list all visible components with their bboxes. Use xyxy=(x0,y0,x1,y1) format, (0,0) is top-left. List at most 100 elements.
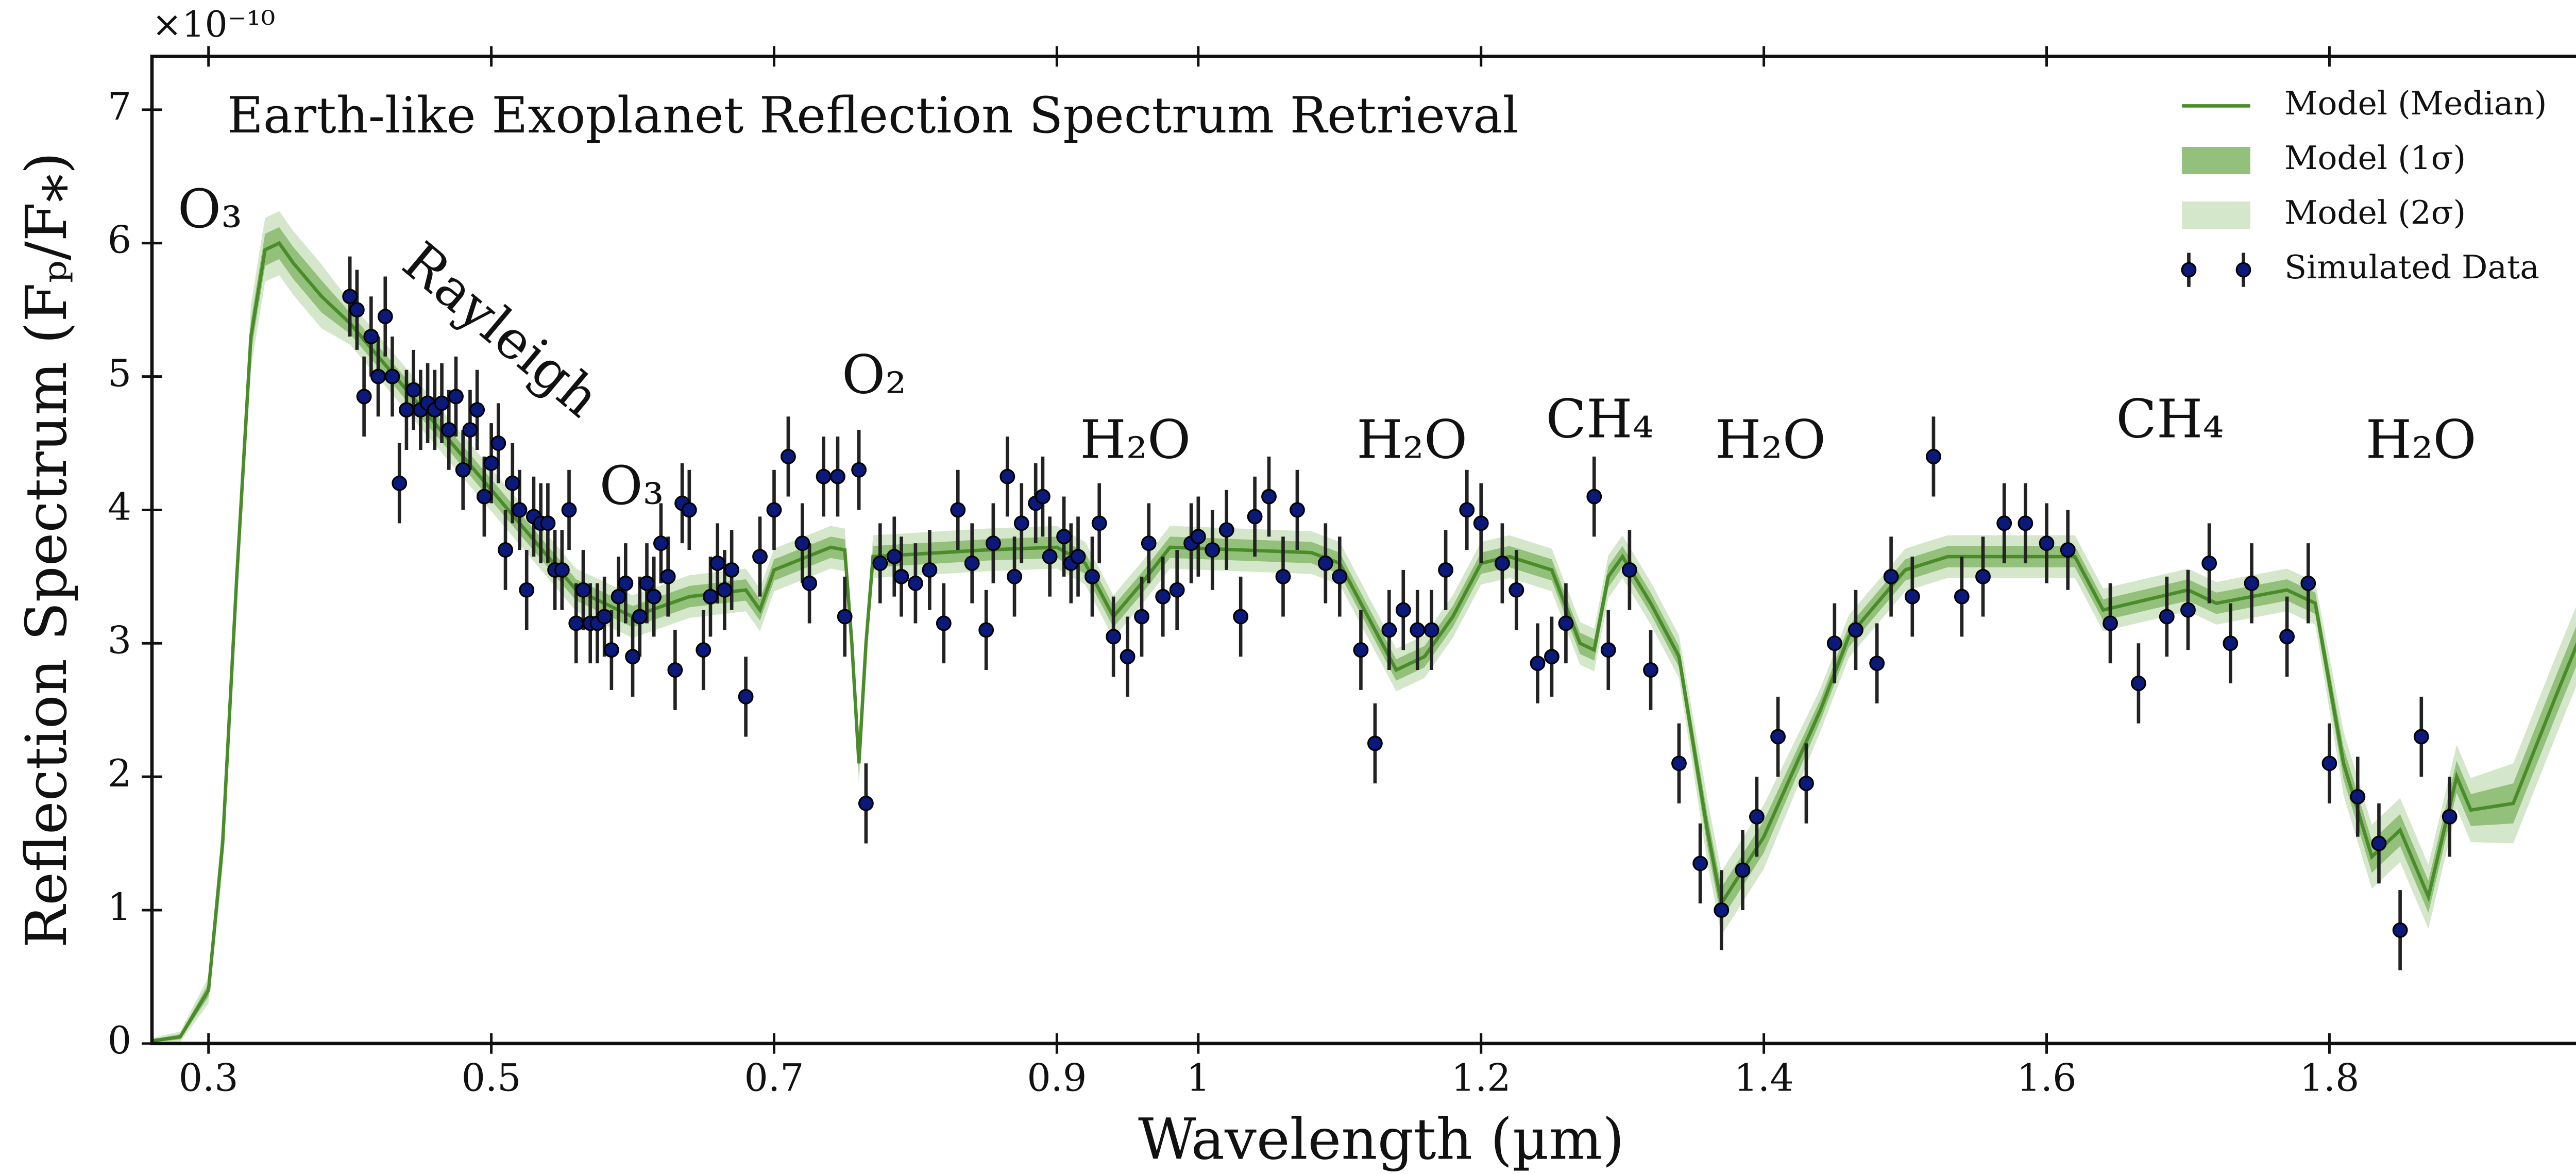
data-point xyxy=(703,589,718,605)
data-point xyxy=(1056,529,1072,545)
data-point xyxy=(2392,922,2408,938)
data-point xyxy=(858,795,874,811)
data-point xyxy=(781,448,796,464)
data-point xyxy=(1381,622,1397,638)
data-point xyxy=(434,395,450,411)
x-tick-label: 1.2 xyxy=(1451,1056,1511,1100)
data-point xyxy=(476,489,492,505)
data-point xyxy=(469,402,485,418)
data-point xyxy=(1290,502,1305,518)
data-point xyxy=(1558,615,1574,631)
data-point xyxy=(462,422,478,438)
data-point xyxy=(618,575,634,591)
data-point xyxy=(2130,676,2146,691)
data-point xyxy=(1996,515,2012,531)
data-point xyxy=(1134,609,1149,625)
data-point xyxy=(441,422,457,438)
annotation: CH₄ xyxy=(1546,389,1653,450)
data-point xyxy=(1438,562,1454,578)
data-point xyxy=(2103,615,2118,631)
data-point xyxy=(794,535,810,551)
plot-area xyxy=(151,211,2576,1044)
model-band xyxy=(151,211,2576,1044)
data-point xyxy=(1042,549,1058,564)
y-tick-label: 6 xyxy=(108,219,131,262)
data-point xyxy=(1120,649,1136,665)
data-point xyxy=(1770,729,1786,745)
data-point xyxy=(2300,575,2316,591)
data-point xyxy=(349,302,365,318)
annotation: O₂ xyxy=(842,344,906,406)
data-point xyxy=(603,642,619,658)
data-point xyxy=(1395,602,1411,618)
data-point xyxy=(455,462,471,478)
data-point xyxy=(1586,489,1602,505)
data-point xyxy=(696,642,711,658)
data-point xyxy=(667,662,683,678)
data-point xyxy=(724,562,740,578)
data-point xyxy=(1671,756,1687,772)
x-tick-label: 0.5 xyxy=(462,1056,521,1100)
data-point xyxy=(964,556,980,571)
data-point xyxy=(709,556,725,571)
data-point xyxy=(802,575,818,591)
data-point xyxy=(490,435,506,451)
data-point xyxy=(1714,902,1730,918)
data-point xyxy=(1600,642,1616,658)
data-point xyxy=(1353,642,1369,658)
axes-frame xyxy=(150,55,2576,1046)
data-point xyxy=(392,475,408,491)
data-point xyxy=(512,502,528,518)
annotation: H₂O xyxy=(1715,409,1826,471)
data-point xyxy=(568,615,584,631)
data-point xyxy=(893,568,909,584)
data-point xyxy=(504,475,520,491)
data-point xyxy=(2201,556,2217,571)
data-point xyxy=(1084,568,1100,584)
data-point xyxy=(1494,556,1510,571)
data-point xyxy=(405,382,421,398)
data-point xyxy=(611,589,626,605)
data-point xyxy=(2223,635,2239,651)
data-point xyxy=(1141,535,1157,551)
data-point xyxy=(483,455,499,471)
data-point xyxy=(519,582,535,598)
data-point xyxy=(1247,509,1263,525)
data-point xyxy=(1190,529,1206,545)
data-point xyxy=(1621,562,1637,578)
data-point xyxy=(342,289,358,305)
data-point xyxy=(1530,656,1546,672)
data-point xyxy=(2244,575,2260,591)
legend-label: Model (Median) xyxy=(2284,85,2547,122)
data-point xyxy=(597,609,613,625)
annotation: O₃ xyxy=(599,456,664,517)
data-point xyxy=(2413,729,2429,745)
data-point xyxy=(872,556,888,571)
data-point xyxy=(1332,568,1348,584)
data-point xyxy=(1410,622,1426,638)
data-point xyxy=(1799,776,1814,791)
data-point xyxy=(1954,589,1970,605)
annotation: H₂O xyxy=(1080,409,1191,471)
data-point xyxy=(653,535,669,551)
x-tick-label: 1.4 xyxy=(1734,1056,1794,1100)
x-tick-label: 0.9 xyxy=(1027,1056,1087,1100)
legend-swatch xyxy=(2182,147,2250,175)
data-point xyxy=(1155,589,1171,605)
data-point xyxy=(1007,568,1022,584)
data-point xyxy=(540,515,556,531)
data-point xyxy=(498,542,513,558)
data-point xyxy=(1317,556,1333,571)
y-offset-label: ×10⁻¹⁰ xyxy=(152,4,275,45)
data-point xyxy=(1848,622,1863,638)
data-point xyxy=(377,309,393,325)
legend-marker xyxy=(2235,262,2251,278)
data-point xyxy=(999,468,1015,484)
data-point xyxy=(646,589,662,605)
data-point xyxy=(1509,582,1524,598)
data-point xyxy=(575,582,591,598)
data-point xyxy=(1091,515,1107,531)
data-point xyxy=(1869,656,1885,672)
data-point xyxy=(1070,549,1086,564)
